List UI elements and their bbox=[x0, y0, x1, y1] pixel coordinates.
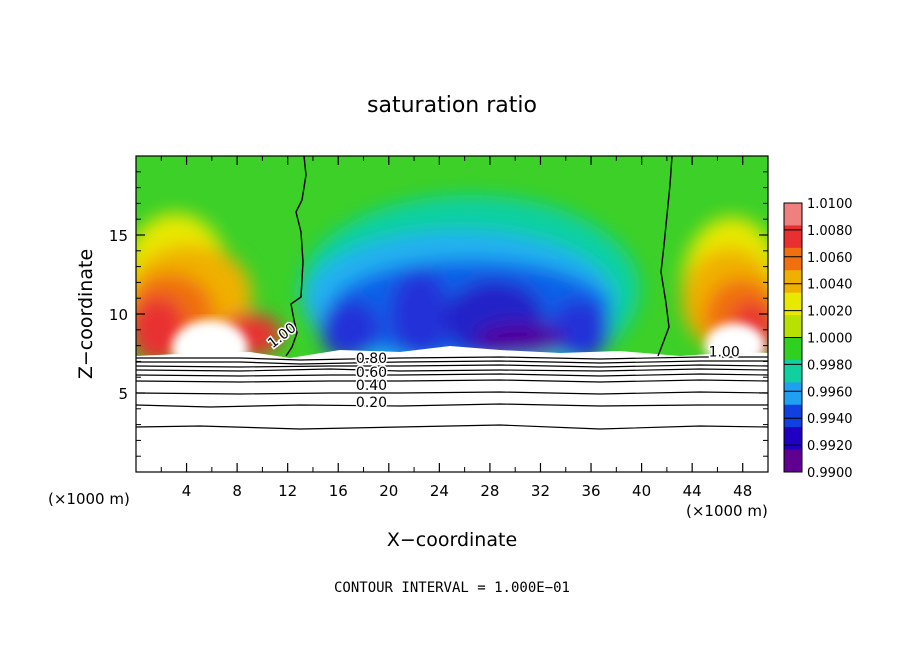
saturation-field bbox=[136, 156, 768, 472]
x-axis-label: X−coordinate bbox=[387, 529, 517, 551]
colorbar-swatch bbox=[784, 449, 802, 473]
y-axis: 5 10 15 bbox=[109, 171, 768, 457]
colorbar-swatch bbox=[784, 315, 802, 338]
contour-label: 0.20 bbox=[356, 395, 387, 411]
colorbar-swatch bbox=[784, 203, 802, 226]
x-tick-label: 4 bbox=[182, 482, 192, 500]
colorbar-swatch bbox=[784, 247, 802, 271]
contour-label: 1.00 bbox=[709, 345, 740, 361]
colorbar-label: 1.0100 bbox=[807, 197, 853, 212]
x-tick-label: 20 bbox=[379, 482, 398, 500]
colorbar-label: 1.0060 bbox=[807, 251, 853, 266]
contour-interval-note: CONTOUR INTERVAL = 1.000E−01 bbox=[334, 580, 570, 596]
colorbar-label: 0.9920 bbox=[807, 439, 853, 454]
x-tick-label: 40 bbox=[632, 482, 651, 500]
y-tick-label: 15 bbox=[109, 227, 128, 245]
x-tick-label: 16 bbox=[329, 482, 348, 500]
contour-labels: 1.000.800.600.400.201.00 bbox=[264, 319, 742, 413]
y-tick-label: 5 bbox=[118, 385, 128, 403]
colorbar-label: 0.9940 bbox=[807, 412, 853, 427]
colorbar: 1.0100 1.0080 1.0060 1.0040 1.0020 1.0000 0.99… bbox=[783, 197, 853, 481]
colorbar-swatch bbox=[784, 270, 802, 294]
colorbar-swatch bbox=[784, 337, 802, 361]
colorbar-swatch bbox=[784, 404, 802, 428]
x-tick-label: 24 bbox=[430, 482, 449, 500]
x-axis: 4 8 12 16 20 24 28 32 36 40 44 48 bbox=[160, 156, 752, 500]
x-tick-label: 48 bbox=[733, 482, 752, 500]
colorbar-swatch bbox=[784, 359, 802, 383]
colorbar-label: 0.9960 bbox=[807, 385, 853, 400]
x-unit-left: (×1000 m) bbox=[48, 490, 130, 508]
contour-label: 0.80 bbox=[356, 351, 387, 367]
colorbar-swatch bbox=[784, 292, 802, 316]
x-tick-label: 8 bbox=[232, 482, 242, 500]
contour-label: 0.40 bbox=[356, 378, 387, 394]
chart-title: saturation ratio bbox=[367, 93, 537, 118]
colorbar-label: 1.0080 bbox=[807, 224, 853, 239]
colorbar-swatch bbox=[784, 427, 802, 451]
x-tick-label: 32 bbox=[531, 482, 550, 500]
colorbar-label: 1.0040 bbox=[807, 278, 853, 293]
colorbar-label: 1.0020 bbox=[807, 305, 853, 320]
x-unit-right: (×1000 m) bbox=[686, 502, 768, 520]
colorbar-label: 0.9980 bbox=[807, 358, 853, 373]
x-tick-label: 12 bbox=[278, 482, 297, 500]
x-tick-label: 36 bbox=[581, 482, 600, 500]
colorbar-swatch bbox=[784, 382, 802, 406]
colorbar-label: 1.0000 bbox=[807, 332, 853, 347]
colorbar-label: 0.9900 bbox=[807, 466, 853, 481]
x-tick-label: 44 bbox=[683, 482, 702, 500]
contour-label: 0.60 bbox=[356, 365, 387, 381]
x-tick-label: 28 bbox=[480, 482, 499, 500]
y-axis-label: Z−coordinate bbox=[75, 249, 97, 379]
y-tick-label: 10 bbox=[109, 306, 128, 324]
colorbar-swatch bbox=[784, 225, 802, 249]
